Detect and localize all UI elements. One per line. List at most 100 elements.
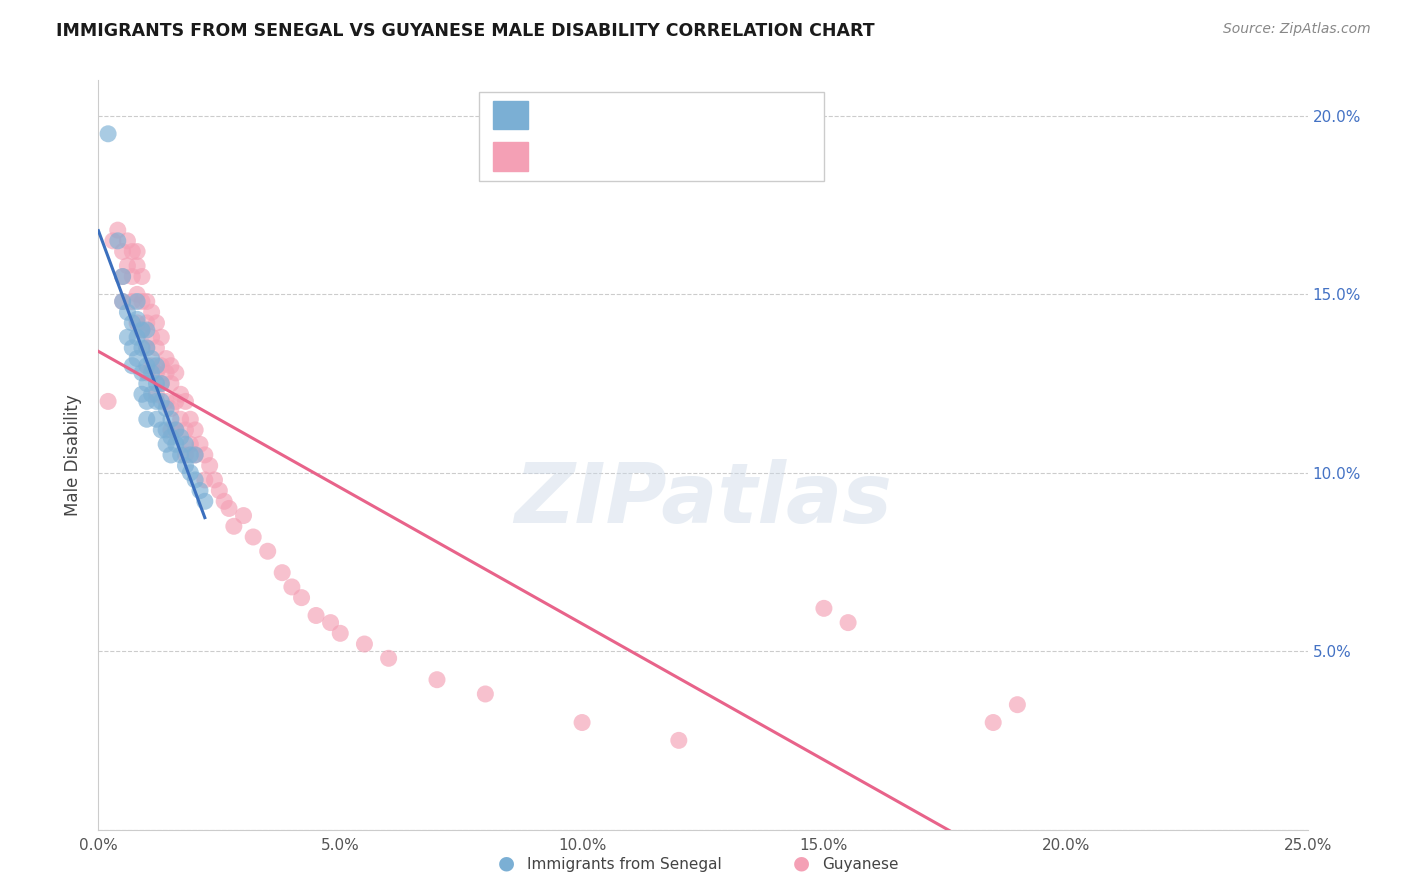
Point — [117, 259, 139, 273]
Point — [179, 437, 201, 451]
Point — [121, 269, 143, 284]
Point — [111, 269, 134, 284]
Point — [155, 437, 177, 451]
Point — [169, 412, 191, 426]
Point — [329, 626, 352, 640]
Point — [141, 351, 163, 366]
Point — [127, 259, 149, 273]
Point — [204, 473, 226, 487]
Point — [1007, 698, 1029, 712]
Point — [194, 473, 217, 487]
Point — [169, 448, 191, 462]
Point — [160, 412, 183, 426]
Point — [135, 323, 157, 337]
Y-axis label: Male Disability: Male Disability — [65, 394, 83, 516]
Point — [150, 394, 173, 409]
Point — [141, 305, 163, 319]
Point — [474, 687, 496, 701]
Point — [155, 366, 177, 380]
Point — [131, 366, 153, 380]
Point — [174, 437, 197, 451]
Point — [813, 601, 835, 615]
Point — [131, 341, 153, 355]
Point — [121, 316, 143, 330]
Point — [194, 494, 217, 508]
Point — [145, 412, 167, 426]
Point — [150, 330, 173, 344]
Point — [141, 387, 163, 401]
Point — [426, 673, 449, 687]
Point — [160, 448, 183, 462]
Point — [571, 715, 593, 730]
Point — [135, 359, 157, 373]
Text: Immigrants from Senegal: Immigrants from Senegal — [527, 857, 723, 872]
Text: ●: ● — [793, 854, 810, 872]
Point — [208, 483, 231, 498]
Point — [141, 359, 163, 373]
Point — [121, 359, 143, 373]
Point — [194, 448, 217, 462]
Point — [290, 591, 312, 605]
Point — [135, 376, 157, 391]
Point — [101, 234, 124, 248]
Point — [837, 615, 859, 630]
Point — [107, 223, 129, 237]
Point — [256, 544, 278, 558]
Point — [165, 394, 187, 409]
Point — [150, 359, 173, 373]
Point — [145, 387, 167, 401]
Point — [145, 341, 167, 355]
Point — [212, 494, 235, 508]
Point — [117, 234, 139, 248]
Point — [127, 287, 149, 301]
Point — [135, 394, 157, 409]
Point — [145, 316, 167, 330]
Point — [165, 423, 187, 437]
Point — [174, 423, 197, 437]
Point — [165, 423, 187, 437]
Point — [131, 387, 153, 401]
Point — [668, 733, 690, 747]
Point — [111, 294, 134, 309]
Point — [198, 458, 221, 473]
Point — [160, 376, 183, 391]
Point — [271, 566, 294, 580]
Point — [127, 351, 149, 366]
Point — [127, 312, 149, 326]
Point — [160, 401, 183, 416]
Point — [150, 376, 173, 391]
Point — [353, 637, 375, 651]
Point — [188, 437, 211, 451]
Point — [218, 501, 240, 516]
Point — [184, 448, 207, 462]
Point — [117, 330, 139, 344]
Point — [145, 366, 167, 380]
Point — [131, 269, 153, 284]
Point — [145, 359, 167, 373]
Point — [160, 430, 183, 444]
Point — [141, 330, 163, 344]
Point — [111, 294, 134, 309]
Point — [222, 519, 245, 533]
Point — [135, 341, 157, 355]
Point — [174, 394, 197, 409]
Point — [127, 330, 149, 344]
Point — [165, 366, 187, 380]
Point — [121, 244, 143, 259]
Point — [127, 294, 149, 309]
Point — [981, 715, 1004, 730]
Point — [111, 244, 134, 259]
Point — [179, 466, 201, 480]
Point — [169, 430, 191, 444]
Point — [135, 316, 157, 330]
Point — [184, 448, 207, 462]
Point — [174, 448, 197, 462]
Point — [97, 127, 120, 141]
Point — [242, 530, 264, 544]
Point — [155, 423, 177, 437]
Point — [121, 294, 143, 309]
Text: IMMIGRANTS FROM SENEGAL VS GUYANESE MALE DISABILITY CORRELATION CHART: IMMIGRANTS FROM SENEGAL VS GUYANESE MALE… — [56, 22, 875, 40]
Point — [160, 423, 183, 437]
Point — [174, 458, 197, 473]
Point — [155, 351, 177, 366]
